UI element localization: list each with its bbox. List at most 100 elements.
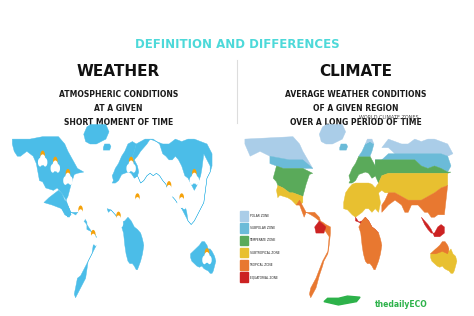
- Circle shape: [135, 197, 140, 208]
- Circle shape: [68, 176, 73, 185]
- Circle shape: [190, 176, 194, 185]
- Text: POLAR ZONE: POLAR ZONE: [249, 214, 269, 218]
- Polygon shape: [372, 160, 451, 183]
- Polygon shape: [107, 209, 144, 270]
- Text: AVERAGE WEATHER CONDITIONS
OF A GIVEN REGION
OVER A LONG PERIOD OF TIME: AVERAGE WEATHER CONDITIONS OF A GIVEN RE…: [285, 90, 426, 127]
- Circle shape: [51, 164, 55, 173]
- Circle shape: [180, 193, 184, 202]
- Text: TROPICAL ZONE: TROPICAL ZONE: [249, 263, 273, 267]
- Text: thedailyECO: thedailyECO: [375, 301, 428, 309]
- Circle shape: [135, 193, 140, 202]
- Polygon shape: [340, 144, 347, 150]
- Circle shape: [91, 230, 95, 239]
- Circle shape: [119, 219, 123, 228]
- Circle shape: [131, 164, 136, 173]
- Polygon shape: [430, 245, 457, 273]
- Bar: [240, 272, 248, 282]
- Circle shape: [116, 212, 121, 220]
- Circle shape: [55, 164, 60, 173]
- Circle shape: [138, 201, 142, 209]
- Polygon shape: [375, 154, 451, 172]
- Text: EQUATORIAL ZONE: EQUATORIAL ZONE: [249, 275, 277, 279]
- Circle shape: [91, 234, 96, 245]
- Polygon shape: [324, 296, 360, 305]
- Circle shape: [207, 256, 212, 264]
- Circle shape: [89, 237, 93, 246]
- Polygon shape: [319, 125, 346, 144]
- Circle shape: [78, 205, 83, 214]
- Polygon shape: [112, 142, 139, 183]
- Circle shape: [192, 169, 197, 178]
- Polygon shape: [349, 156, 376, 183]
- Circle shape: [179, 197, 184, 208]
- Bar: [240, 223, 248, 233]
- Circle shape: [164, 189, 169, 197]
- Polygon shape: [270, 156, 313, 168]
- Circle shape: [66, 169, 70, 178]
- Circle shape: [43, 158, 47, 167]
- Polygon shape: [273, 166, 313, 197]
- Circle shape: [76, 213, 80, 222]
- Circle shape: [182, 201, 186, 209]
- Polygon shape: [296, 200, 306, 217]
- Circle shape: [129, 157, 133, 166]
- Bar: [240, 211, 248, 221]
- Text: WEATHER: WEATHER: [77, 64, 160, 79]
- Polygon shape: [365, 139, 374, 144]
- Circle shape: [167, 181, 171, 190]
- Circle shape: [195, 176, 199, 185]
- Polygon shape: [430, 242, 449, 254]
- Polygon shape: [315, 221, 326, 233]
- Circle shape: [81, 213, 85, 222]
- Polygon shape: [359, 217, 382, 270]
- Circle shape: [38, 158, 42, 167]
- Text: WORLD CLIMATE ZONES: WORLD CLIMATE ZONES: [359, 115, 418, 119]
- Text: SUBPOLAR ZONE: SUBPOLAR ZONE: [249, 226, 275, 230]
- Circle shape: [169, 189, 174, 197]
- Text: SUBTROPICAL ZONE: SUBTROPICAL ZONE: [249, 251, 279, 255]
- Polygon shape: [344, 183, 381, 217]
- Circle shape: [191, 173, 197, 184]
- Polygon shape: [372, 173, 447, 200]
- Circle shape: [63, 176, 68, 185]
- Bar: [240, 235, 248, 245]
- Circle shape: [205, 248, 209, 257]
- Polygon shape: [382, 185, 447, 217]
- Polygon shape: [132, 139, 212, 225]
- Circle shape: [78, 209, 83, 220]
- Polygon shape: [68, 212, 96, 298]
- Polygon shape: [359, 142, 374, 156]
- Bar: [240, 260, 248, 270]
- Circle shape: [65, 173, 71, 184]
- Polygon shape: [191, 242, 216, 273]
- Polygon shape: [382, 139, 453, 156]
- Circle shape: [127, 164, 131, 173]
- Polygon shape: [12, 137, 84, 217]
- Circle shape: [116, 216, 121, 226]
- Circle shape: [114, 219, 118, 228]
- Text: DEFINITION AND DIFFERENCES: DEFINITION AND DIFFERENCES: [135, 38, 339, 51]
- Polygon shape: [84, 125, 109, 144]
- Polygon shape: [303, 212, 330, 298]
- Bar: [240, 248, 248, 258]
- Circle shape: [177, 201, 182, 209]
- Text: WEATHER VS. CLIMATE: WEATHER VS. CLIMATE: [103, 8, 371, 28]
- Circle shape: [93, 237, 98, 246]
- Polygon shape: [276, 185, 303, 205]
- Text: CLIMATE: CLIMATE: [319, 64, 392, 79]
- Circle shape: [204, 252, 210, 263]
- Text: ATMOSPHERIC CONDITIONS
AT A GIVEN
SHORT MOMENT OF TIME: ATMOSPHERIC CONDITIONS AT A GIVEN SHORT …: [59, 90, 178, 127]
- Polygon shape: [356, 217, 379, 233]
- Polygon shape: [245, 137, 313, 168]
- Circle shape: [53, 157, 57, 166]
- Polygon shape: [421, 217, 444, 237]
- Circle shape: [40, 154, 46, 165]
- Circle shape: [166, 185, 172, 196]
- Circle shape: [133, 201, 137, 209]
- Polygon shape: [103, 144, 111, 150]
- Circle shape: [202, 256, 207, 264]
- Circle shape: [53, 161, 58, 172]
- Circle shape: [40, 151, 45, 159]
- Circle shape: [128, 161, 134, 172]
- Text: TEMPERATE ZONE: TEMPERATE ZONE: [249, 238, 276, 242]
